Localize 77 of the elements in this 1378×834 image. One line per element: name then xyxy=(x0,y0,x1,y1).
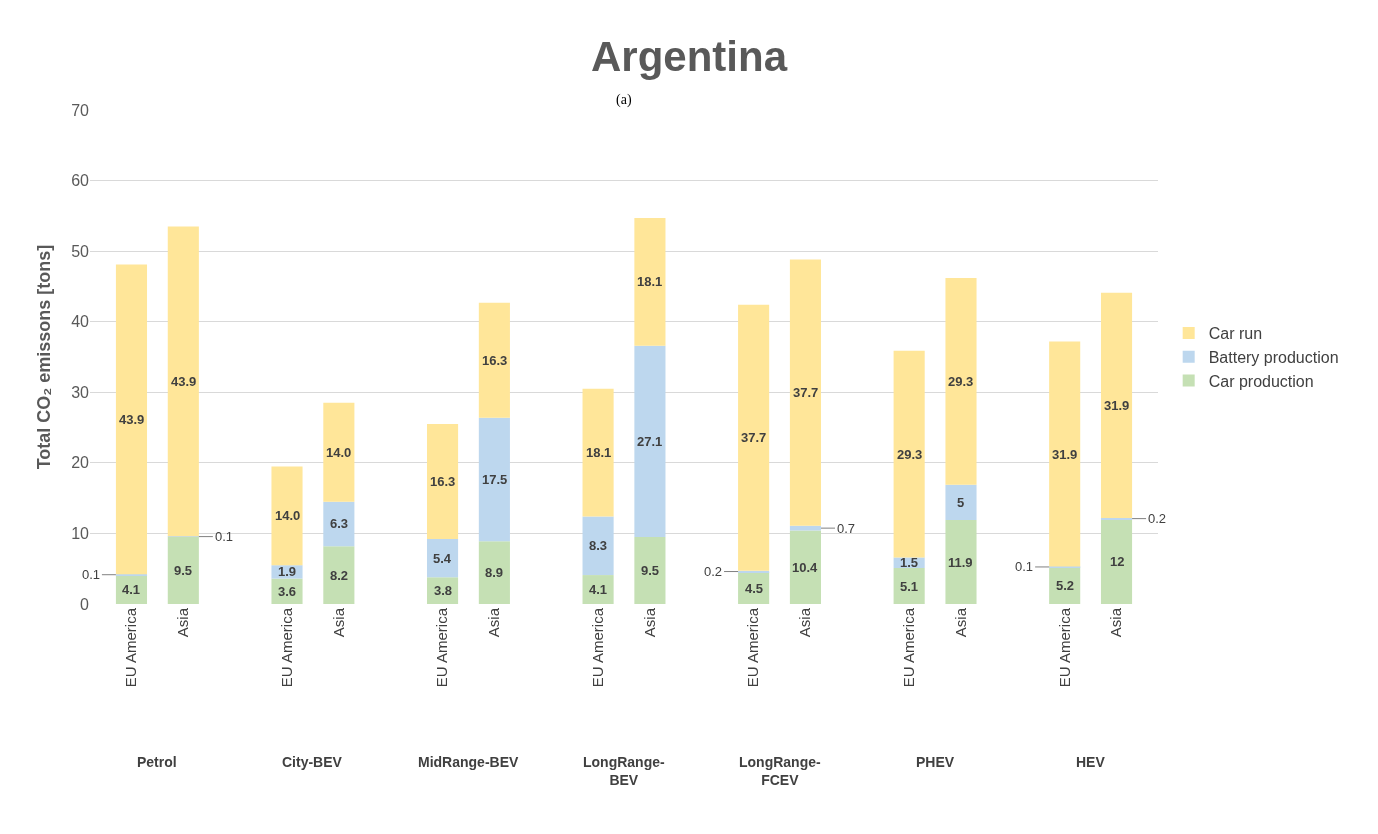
data-label: 5.2 xyxy=(1056,578,1075,593)
data-label: 0.1 xyxy=(1015,559,1034,574)
y-axis-title: Total CO₂ emissons [tons] xyxy=(34,244,55,470)
data-label: 5 xyxy=(957,495,965,510)
y-tick-label: 70 xyxy=(71,101,90,119)
x-tick-label: EU America xyxy=(122,607,140,688)
x-tick-label: EU America xyxy=(900,607,918,688)
legend-label: Car run xyxy=(1208,325,1263,343)
data-label: 0.7 xyxy=(837,521,856,536)
data-label: 43.9 xyxy=(119,412,145,427)
y-tick-label: 60 xyxy=(71,172,90,190)
data-label: 9.5 xyxy=(641,563,660,578)
data-label: 4.1 xyxy=(589,582,608,597)
data-label: 18.1 xyxy=(637,274,663,289)
y-tick-label: 20 xyxy=(71,454,90,472)
data-label: 0.1 xyxy=(82,567,101,582)
data-label: 5.1 xyxy=(900,579,919,594)
legend-label: Car production xyxy=(1208,372,1314,390)
data-label: 37.7 xyxy=(793,385,819,400)
data-label: 37.7 xyxy=(741,430,767,445)
legend-label: Battery production xyxy=(1208,348,1339,366)
x-tick-label: EU America xyxy=(433,607,451,688)
data-label: 3.6 xyxy=(278,584,297,599)
data-label: 6.3 xyxy=(330,516,349,531)
data-label: 14.0 xyxy=(326,445,352,460)
x-tick-label: Asia xyxy=(796,607,814,638)
x-tick-label: Asia xyxy=(640,607,658,638)
data-label: 17.5 xyxy=(482,472,508,487)
data-label: 27.1 xyxy=(637,434,663,449)
data-label: 43.9 xyxy=(171,374,197,389)
text: City-BEV xyxy=(282,754,343,770)
text: (a) xyxy=(616,92,632,108)
data-label: 31.9 xyxy=(1104,398,1130,413)
x-tick-label: EU America xyxy=(588,607,606,688)
data-label: 14.0 xyxy=(275,508,301,523)
text: HEV xyxy=(1076,754,1106,770)
x-tick-label: Asia xyxy=(485,607,503,638)
data-label: 8.9 xyxy=(485,565,504,580)
x-tick-label: EU America xyxy=(744,607,762,688)
data-label: 5.4 xyxy=(433,551,452,566)
data-label: 12 xyxy=(1110,554,1125,569)
chart-title: Argentina xyxy=(590,33,788,81)
data-label: 0.2 xyxy=(704,564,723,579)
y-tick-label: 0 xyxy=(80,595,90,613)
x-tick-label: Asia xyxy=(1107,607,1125,638)
x-tick-label: Asia xyxy=(951,607,969,638)
y-tick-label: 10 xyxy=(71,525,90,543)
data-label: 0.1 xyxy=(215,529,234,544)
data-label: 1.5 xyxy=(900,555,919,570)
data-label: 10.4 xyxy=(792,560,819,575)
y-tick-label: 50 xyxy=(71,242,90,260)
data-label: 0.2 xyxy=(1148,511,1167,526)
data-label: 4.5 xyxy=(745,581,764,596)
data-label: 3.8 xyxy=(434,583,453,598)
x-tick-label: Asia xyxy=(329,607,347,638)
text: MidRange-BEV xyxy=(418,754,519,770)
text: LongRange- BEV xyxy=(583,754,665,789)
data-label: 8.2 xyxy=(330,568,349,583)
x-tick-label: Asia xyxy=(174,607,192,638)
data-label: 1.9 xyxy=(278,564,297,579)
x-tick-label: EU America xyxy=(277,607,295,688)
data-label: 11.9 xyxy=(948,555,973,570)
text: LongRange- FCEV xyxy=(739,754,821,789)
data-label: 29.3 xyxy=(897,447,923,462)
data-label: 4.1 xyxy=(122,582,141,597)
data-label: 8.3 xyxy=(589,538,608,553)
text: PHEV xyxy=(916,754,955,770)
x-tick-label: EU America xyxy=(1055,607,1073,688)
data-label: 31.9 xyxy=(1052,447,1078,462)
data-label: 9.5 xyxy=(174,563,193,578)
text: Petrol xyxy=(137,754,177,770)
y-tick-label: 30 xyxy=(71,383,90,401)
data-label: 29.3 xyxy=(948,374,974,389)
data-label: 16.3 xyxy=(482,353,508,368)
data-label: 16.3 xyxy=(430,474,456,489)
y-tick-label: 40 xyxy=(71,313,90,331)
data-label: 18.1 xyxy=(586,445,612,460)
